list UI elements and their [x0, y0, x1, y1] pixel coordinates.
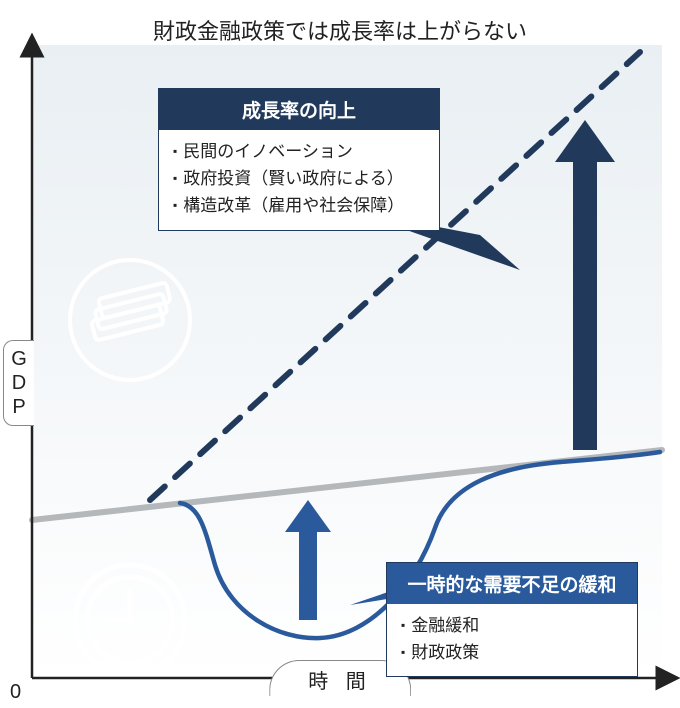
y-axis-label: GDP: [3, 340, 34, 426]
growth-factors-box: 成長率の向上 民間のイノベーション政府投資（賢い政府による）構造改革（雇用や社会…: [158, 88, 440, 231]
demand-item: 財政政策: [401, 639, 623, 666]
growth-item: 構造改革（雇用や社会保障）: [173, 192, 425, 219]
growth-item: 政府投資（賢い政府による）: [173, 165, 425, 192]
demand-relief-box: 一時的な需要不足の緩和 金融緩和財政政策: [386, 562, 638, 677]
growth-box-header: 成長率の向上: [159, 89, 439, 130]
demand-box-body: 金融緩和財政政策: [387, 604, 637, 676]
y-axis-text: GDP: [11, 348, 27, 418]
growth-box-body: 民間のイノベーション政府投資（賢い政府による）構造改革（雇用や社会保障）: [159, 130, 439, 230]
economics-chart: 財政金融政策では成長率は上がらない GDP 時 間 0 成長率の向上 民間のイノ…: [0, 0, 680, 708]
chart-title: 財政金融政策では成長率は上がらない: [0, 14, 680, 46]
demand-box-header: 一時的な需要不足の緩和: [387, 563, 637, 604]
demand-item: 金融緩和: [401, 612, 623, 639]
growth-item: 民間のイノベーション: [173, 138, 425, 165]
origin-label: 0: [10, 681, 21, 704]
